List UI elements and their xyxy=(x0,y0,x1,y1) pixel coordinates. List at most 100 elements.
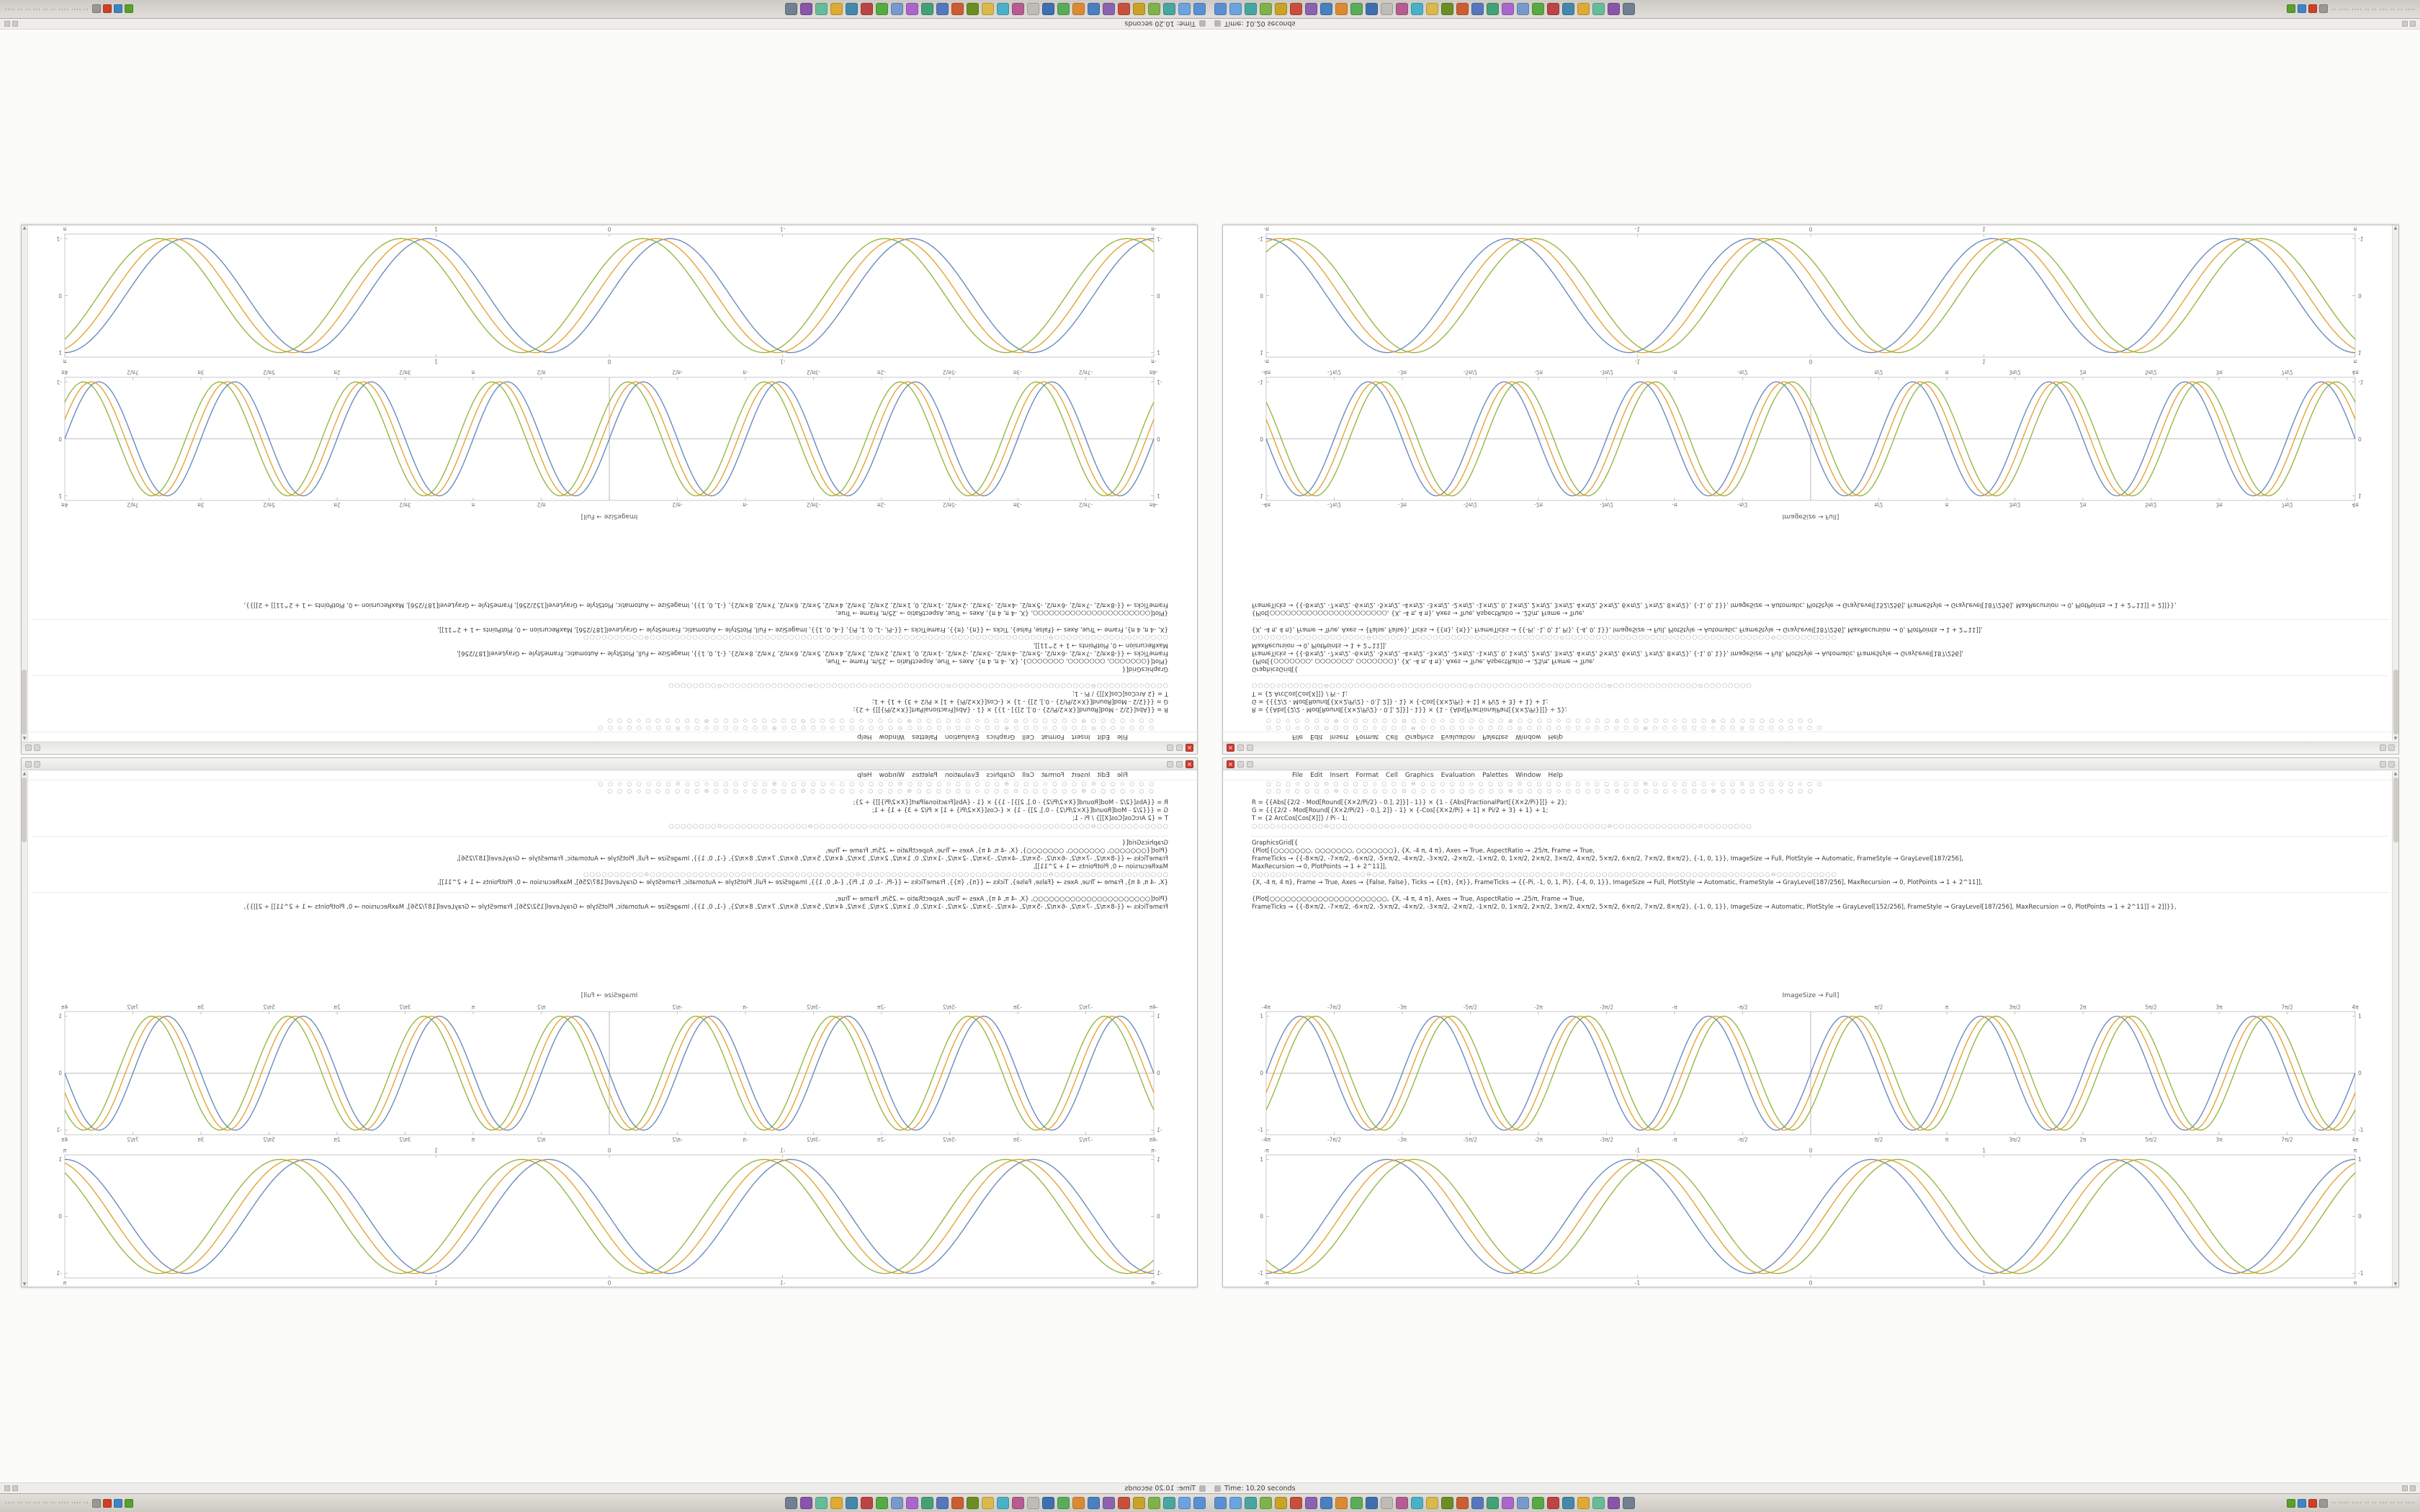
code-area[interactable]: R = {{Abs[{2/2 - Mod[Round[{X×2/Pi/2} - … xyxy=(22,521,1197,717)
scrollbar-thumb[interactable] xyxy=(2393,778,2398,842)
window-menu-icon[interactable] xyxy=(34,744,40,752)
app-icon[interactable] xyxy=(1245,3,1257,15)
window-menu-icon[interactable] xyxy=(34,760,40,768)
tray-settings-icon[interactable] xyxy=(91,1498,101,1508)
app-icon[interactable] xyxy=(1027,1497,1039,1509)
app-icon[interactable] xyxy=(815,1497,828,1509)
close-icon[interactable]: × xyxy=(1186,760,1193,768)
app-icon[interactable] xyxy=(1118,3,1130,15)
app-icon[interactable] xyxy=(830,3,843,15)
tray-volume-icon[interactable] xyxy=(113,4,122,14)
app-icon[interactable] xyxy=(1193,1497,1206,1509)
app-icon[interactable] xyxy=(1042,1497,1054,1509)
app-icon[interactable] xyxy=(1148,1497,1160,1509)
app-icon[interactable] xyxy=(1471,3,1484,15)
tray-settings-icon[interactable] xyxy=(2319,1498,2329,1508)
menu-evaluation[interactable]: Evaluation xyxy=(944,733,980,741)
app-icon[interactable] xyxy=(1441,3,1453,15)
window-titlebar[interactable]: × xyxy=(1223,742,2398,754)
app-icon[interactable] xyxy=(1290,1497,1302,1509)
tray-volume-icon[interactable] xyxy=(113,1498,122,1508)
menu-file[interactable]: File xyxy=(1292,771,1304,779)
app-icon[interactable] xyxy=(1366,3,1378,15)
app-icon[interactable] xyxy=(1305,1497,1317,1509)
scrollbar[interactable]: ▲ ▼ xyxy=(2392,225,2398,741)
tray-update-icon[interactable] xyxy=(102,1498,112,1508)
status-widget-icon[interactable] xyxy=(12,21,18,27)
tray-update-icon[interactable] xyxy=(102,4,112,14)
menu-edit[interactable]: Edit xyxy=(1097,771,1110,779)
menu-cell[interactable]: Cell xyxy=(1386,733,1398,741)
app-icon[interactable] xyxy=(1366,1497,1378,1509)
minimize-icon[interactable] xyxy=(1176,760,1183,768)
code-area[interactable]: R = {{Abs[{2/2 - Mod[Round[{X×2/Pi/2} - … xyxy=(1223,795,2398,991)
app-icon[interactable] xyxy=(1012,1497,1024,1509)
app-icon[interactable] xyxy=(1456,1497,1469,1509)
app-icon[interactable] xyxy=(1260,1497,1272,1509)
app-icon[interactable] xyxy=(1562,3,1574,15)
app-icon[interactable] xyxy=(800,1497,812,1509)
scroll-down-icon[interactable]: ▼ xyxy=(22,1282,27,1287)
scroll-up-icon[interactable]: ▲ xyxy=(2393,736,2398,741)
app-icon[interactable] xyxy=(1502,1497,1514,1509)
app-icon[interactable] xyxy=(906,1497,918,1509)
scrollbar-thumb[interactable] xyxy=(22,778,27,842)
status-widget-icon[interactable] xyxy=(2410,1485,2416,1491)
menu-palettes[interactable]: Palettes xyxy=(912,733,938,741)
app-icon[interactable] xyxy=(997,1497,1009,1509)
app-icon[interactable] xyxy=(1396,1497,1408,1509)
close-icon[interactable]: × xyxy=(1227,760,1234,768)
menu-help[interactable]: Help xyxy=(1548,733,1564,741)
menu-help[interactable]: Help xyxy=(1548,771,1564,779)
menu-insert[interactable]: Insert xyxy=(1330,771,1349,779)
menu-window[interactable]: Window xyxy=(1515,733,1541,741)
status-widget-icon[interactable] xyxy=(4,21,10,27)
status-widget-icon[interactable] xyxy=(12,1485,18,1491)
app-icon[interactable] xyxy=(951,1497,964,1509)
app-icon[interactable] xyxy=(997,3,1009,15)
menu-graphics[interactable]: Graphics xyxy=(1404,733,1434,741)
tray-volume-icon[interactable] xyxy=(2298,1498,2307,1508)
app-icon[interactable] xyxy=(1502,3,1514,15)
status-widget-icon[interactable] xyxy=(2402,21,2408,27)
app-icon[interactable] xyxy=(1350,3,1363,15)
app-icon[interactable] xyxy=(982,1497,994,1509)
app-icon[interactable] xyxy=(1027,3,1039,15)
app-icon[interactable] xyxy=(1320,3,1332,15)
app-icon[interactable] xyxy=(951,3,964,15)
maximize-icon[interactable] xyxy=(1167,760,1173,768)
app-icon[interactable] xyxy=(1118,1497,1130,1509)
menu-file[interactable]: File xyxy=(1116,733,1128,741)
app-icon[interactable] xyxy=(1163,3,1175,15)
app-icon[interactable] xyxy=(800,3,812,15)
menu-window[interactable]: Window xyxy=(879,733,905,741)
app-icon[interactable] xyxy=(1562,1497,1574,1509)
menu-evaluation[interactable]: Evaluation xyxy=(944,771,980,779)
scroll-down-icon[interactable]: ▼ xyxy=(22,225,27,230)
menu-file[interactable]: File xyxy=(1116,771,1128,779)
app-icon[interactable] xyxy=(1088,3,1100,15)
status-widget-icon[interactable] xyxy=(2402,1485,2408,1491)
app-icon[interactable] xyxy=(1441,1497,1453,1509)
app-icon[interactable] xyxy=(1193,3,1206,15)
tray-settings-icon[interactable] xyxy=(2319,4,2329,14)
app-icon[interactable] xyxy=(1426,1497,1438,1509)
app-icon[interactable] xyxy=(1133,1497,1145,1509)
code-area[interactable]: R = {{Abs[{2/2 - Mod[Round[{X×2/Pi/2} - … xyxy=(22,795,1197,991)
app-icon[interactable] xyxy=(1517,1497,1529,1509)
menu-format[interactable]: Format xyxy=(1041,733,1065,741)
app-icon[interactable] xyxy=(785,3,797,15)
app-icon[interactable] xyxy=(1623,3,1635,15)
close-icon[interactable]: × xyxy=(1186,744,1193,752)
app-icon[interactable] xyxy=(1487,3,1499,15)
app-icon[interactable] xyxy=(861,1497,873,1509)
app-icon[interactable] xyxy=(1471,1497,1484,1509)
menu-window[interactable]: Window xyxy=(1515,771,1541,779)
app-icon[interactable] xyxy=(1411,3,1423,15)
app-icon[interactable] xyxy=(967,3,979,15)
app-icon[interactable] xyxy=(1426,3,1438,15)
menu-evaluation[interactable]: Evaluation xyxy=(1440,771,1476,779)
menu-insert[interactable]: Insert xyxy=(1330,733,1349,741)
tray-network-icon[interactable] xyxy=(124,1498,133,1508)
app-icon[interactable] xyxy=(1381,3,1393,15)
